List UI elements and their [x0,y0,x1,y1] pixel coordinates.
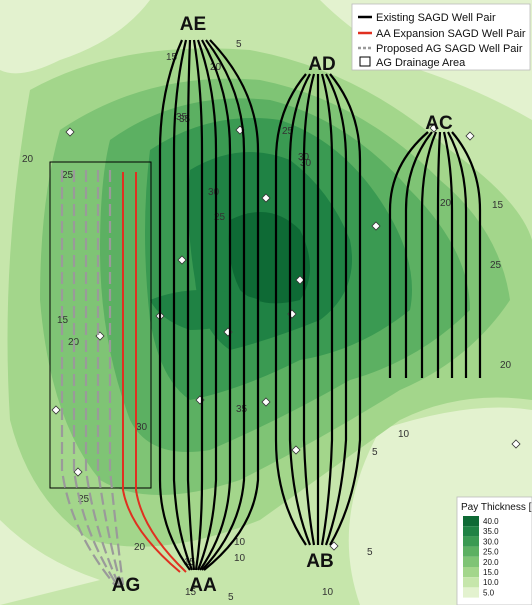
contour-label: 30 [208,187,220,198]
legend-swatch-drainage [359,56,371,67]
scale-level-label: 20.0 [483,558,499,567]
pad-label-aa: AA [189,575,217,596]
diamond-marker [371,221,381,231]
contour-label: 30 [300,158,312,169]
pad-label-ag: AG [112,575,141,596]
diamond-marker [511,439,521,449]
scale-title: Pay Thickness [m] [461,502,532,513]
contour-label: 20 [134,542,146,553]
contour-label: 15 [57,315,69,326]
contour-label: 35 [179,114,191,125]
contour-label: 5 [228,592,234,603]
legend-box [351,3,531,71]
diamond-marker [177,255,187,265]
contour-label: 20 [440,198,452,209]
aa-expansion-well-pairs [122,172,187,573]
scale-swatch [463,587,479,598]
legend-existing-label: Existing SAGD Well Pair [376,12,496,24]
scale-ramp: 40.035.030.0 25.020.015.010.05.0 [463,516,499,598]
diamond-marker [429,123,439,133]
contour-label: 25 [78,494,90,505]
scale-swatch [463,577,479,588]
scale-swatch [463,526,479,537]
legend-expansion-label: AA Expansion SAGD Well Pair [376,28,526,40]
scale-level-label: 5.0 [483,588,495,597]
diamond-marker [295,275,305,285]
pad-label-ad: AD [308,54,335,75]
pad-label-ae: AE [180,14,206,35]
scale-swatch [463,536,479,547]
contour-label: 5 [236,39,242,50]
diamond-marker [261,397,271,407]
scale-level-label: 15.0 [483,568,499,577]
scale-level-label: 30.0 [483,537,499,546]
scale-swatch [463,516,479,527]
legend-proposed-label: Proposed AG SAGD Well Pair [376,43,523,55]
scale-swatch [463,556,479,567]
diamond-marker [65,127,75,137]
contour-label: 10 [398,429,410,440]
contour-label: 35 [236,404,248,415]
existing-ac-well-pairs [388,131,482,378]
scale-level-label: 25.0 [483,548,499,557]
pad-label-ac: AC [425,113,453,134]
contour-label: 10 [322,587,334,598]
diamond-marker [465,131,475,141]
contour-label: 15 [185,587,197,598]
scale-level-label: 40.0 [483,517,499,526]
diamond-marker [73,467,83,477]
contour-label: 15 [492,200,504,211]
contour-label: 15 [166,52,178,63]
scale-level-label: 10.0 [483,578,499,587]
pad-label-ab: AB [306,551,333,572]
diamond-marker [261,193,271,203]
scale-swatch [463,546,479,557]
contour-label: 35 [176,112,188,123]
diamond-marker [291,445,301,455]
existing-ad-ab-well-pairs [274,73,362,546]
contour-label: 25 [490,260,502,271]
contour-label: 25 [214,212,226,223]
contour-label: 5 [372,447,378,458]
contour-label: 30 [136,422,148,433]
contour-label: 10 [234,553,246,564]
map-legend: Existing SAGD Well Pair AA Expansion SAG… [351,3,531,71]
diamond-marker [51,405,61,415]
scale-level-label: 35.0 [483,527,499,536]
contour-label: 20 [22,154,34,165]
proposed-ag-well-pairs [60,170,125,586]
scale-swatch [463,567,479,578]
pay-thickness-scale: Pay Thickness [m] 40.035.030.0 25.020.015… [456,496,532,605]
contour-label: 25 [62,170,74,181]
contour-label: 10 [234,537,246,548]
legend-drainage-label: AG Drainage Area [376,57,466,69]
contour-label: 5 [367,547,373,558]
existing-ae-aa-well-pairs [158,39,260,571]
contour-label: 25 [282,126,294,137]
contour-label: 20 [500,360,512,371]
